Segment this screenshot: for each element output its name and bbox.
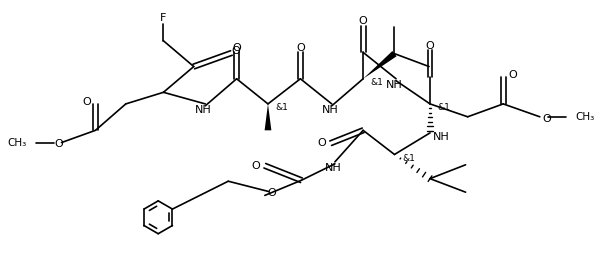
Text: O: O xyxy=(54,140,63,150)
Text: O: O xyxy=(425,41,434,50)
Text: O: O xyxy=(268,188,277,198)
Text: &1: &1 xyxy=(275,103,289,112)
Text: CH₃: CH₃ xyxy=(576,112,595,122)
Text: O: O xyxy=(359,16,368,26)
Text: NH: NH xyxy=(386,80,402,90)
Text: &1: &1 xyxy=(402,154,415,163)
Text: O: O xyxy=(317,138,326,148)
Text: F: F xyxy=(160,13,167,23)
Text: NH: NH xyxy=(325,163,342,173)
Text: O: O xyxy=(82,97,90,107)
Text: O: O xyxy=(296,42,305,52)
Text: NH: NH xyxy=(321,105,338,115)
Text: &1: &1 xyxy=(371,78,384,87)
Text: CH₃: CH₃ xyxy=(7,138,27,148)
Polygon shape xyxy=(265,104,271,130)
Text: O: O xyxy=(232,46,240,56)
Text: O: O xyxy=(508,70,517,80)
Text: O: O xyxy=(251,161,260,171)
Text: O: O xyxy=(543,114,552,124)
Polygon shape xyxy=(363,51,397,79)
Text: O: O xyxy=(232,42,241,52)
Text: &1: &1 xyxy=(438,103,450,112)
Text: NH: NH xyxy=(433,132,450,142)
Text: NH: NH xyxy=(195,105,212,115)
